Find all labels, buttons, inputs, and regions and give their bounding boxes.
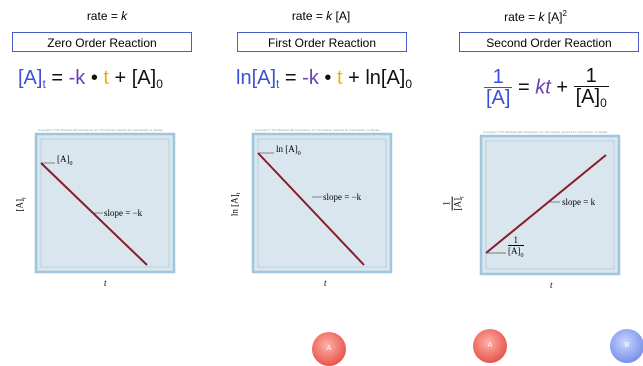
y-axis-label: 1 [A]t	[442, 196, 469, 211]
rate-prefix: rate =	[86, 9, 122, 23]
eq-lhs: ln[A]t	[236, 67, 280, 91]
eq-t: t	[103, 67, 109, 89]
first-order-column: rate = k [A] First Order Reaction ln[A]t…	[214, 0, 428, 366]
plot-frame	[251, 132, 393, 274]
zero-order-plot-svg	[34, 132, 176, 274]
eq-dot: •	[318, 67, 337, 89]
eq-dot: •	[85, 67, 104, 89]
data-line	[257, 152, 365, 266]
eq-k: -k	[68, 67, 86, 89]
first-order-plot-svg	[251, 132, 393, 274]
eq-lhs: [A]t	[18, 67, 46, 91]
y-axis-label: ln [A]t	[229, 192, 243, 217]
eq-t: t	[336, 67, 343, 89]
start-label: 1 [A]0	[508, 235, 524, 262]
zero-order-rate-law: rate = k	[0, 9, 214, 23]
eq-rhs-fraction: 1 [A]0	[573, 65, 609, 110]
plot-inner-frame	[257, 138, 387, 268]
first-order-plot: ln [A]0 slope = −k	[251, 132, 393, 274]
x-axis-label: t	[104, 278, 107, 288]
zero-order-plot: [A]0 slope = −k	[34, 132, 176, 274]
rate-suffix: [A]	[332, 9, 351, 23]
rate-prefix: rate =	[291, 9, 327, 23]
rate-constant: k	[538, 10, 545, 24]
x-axis-label: t	[324, 278, 327, 288]
eq-equals: =	[512, 76, 536, 99]
second-order-plot-svg	[479, 134, 621, 276]
slope-label: slope = k	[562, 197, 596, 207]
eq-rhs: + ln[A]0	[342, 67, 413, 91]
eq-equals: =	[279, 67, 303, 89]
start-label: ln [A]0	[276, 144, 301, 157]
plot-inner-frame	[485, 140, 615, 270]
second-order-rate-law: rate = k [A]2	[428, 9, 643, 24]
rate-exponent: 2	[562, 9, 567, 18]
second-order-plot: slope = k 1 [A]0	[479, 134, 621, 276]
rate-suffix: [A]	[544, 10, 563, 24]
eq-k: -k	[302, 67, 319, 89]
copyright-note: Copyright © The McGraw-Hill Companies, I…	[38, 128, 164, 132]
slope-label: slope = −k	[104, 208, 143, 218]
rate-constant: k	[121, 9, 128, 23]
first-order-rate-law: rate = k [A]	[214, 9, 428, 23]
rate-constant: k	[326, 9, 333, 23]
plot-frame	[479, 134, 621, 276]
first-order-equation: ln[A]t = -k • t + ln[A]0	[236, 68, 412, 90]
plot-frame	[34, 132, 176, 274]
option-a-button[interactable]: A	[473, 329, 507, 363]
zero-order-column: rate = k Zero Order Reaction [A]t = -k •…	[0, 0, 214, 366]
zero-order-title: Zero Order Reaction	[12, 32, 192, 52]
second-order-equation: 1 [A] = kt + 1 [A]0	[484, 66, 609, 109]
rate-prefix: rate =	[504, 10, 539, 24]
eq-plus: +	[550, 76, 574, 99]
y-axis-label: [A]t	[14, 197, 28, 212]
eq-equals: =	[45, 67, 69, 89]
second-order-column: rate = k [A]2 Second Order Reaction 1 [A]…	[428, 0, 643, 366]
zero-order-equation: [A]t = -k • t + [A]0	[18, 68, 163, 90]
x-axis-label: t	[550, 280, 553, 290]
eq-rhs: + [A]0	[108, 67, 163, 91]
data-line	[40, 162, 148, 266]
copyright-note: Copyright © The McGraw-Hill Companies, I…	[483, 130, 609, 134]
slope-label: slope = −k	[323, 192, 362, 202]
plot-inner-frame	[40, 138, 170, 268]
first-order-title: First Order Reaction	[237, 32, 407, 52]
option-a-button[interactable]: A	[312, 332, 346, 366]
start-label: [A]0	[57, 154, 73, 167]
eq-kt: kt	[535, 76, 551, 99]
option-b-button[interactable]: B	[610, 329, 643, 363]
second-order-title: Second Order Reaction	[459, 32, 639, 52]
copyright-note: Copyright © The McGraw-Hill Companies, I…	[255, 128, 381, 132]
eq-lhs-fraction: 1 [A]	[484, 66, 513, 109]
data-line	[485, 154, 607, 254]
